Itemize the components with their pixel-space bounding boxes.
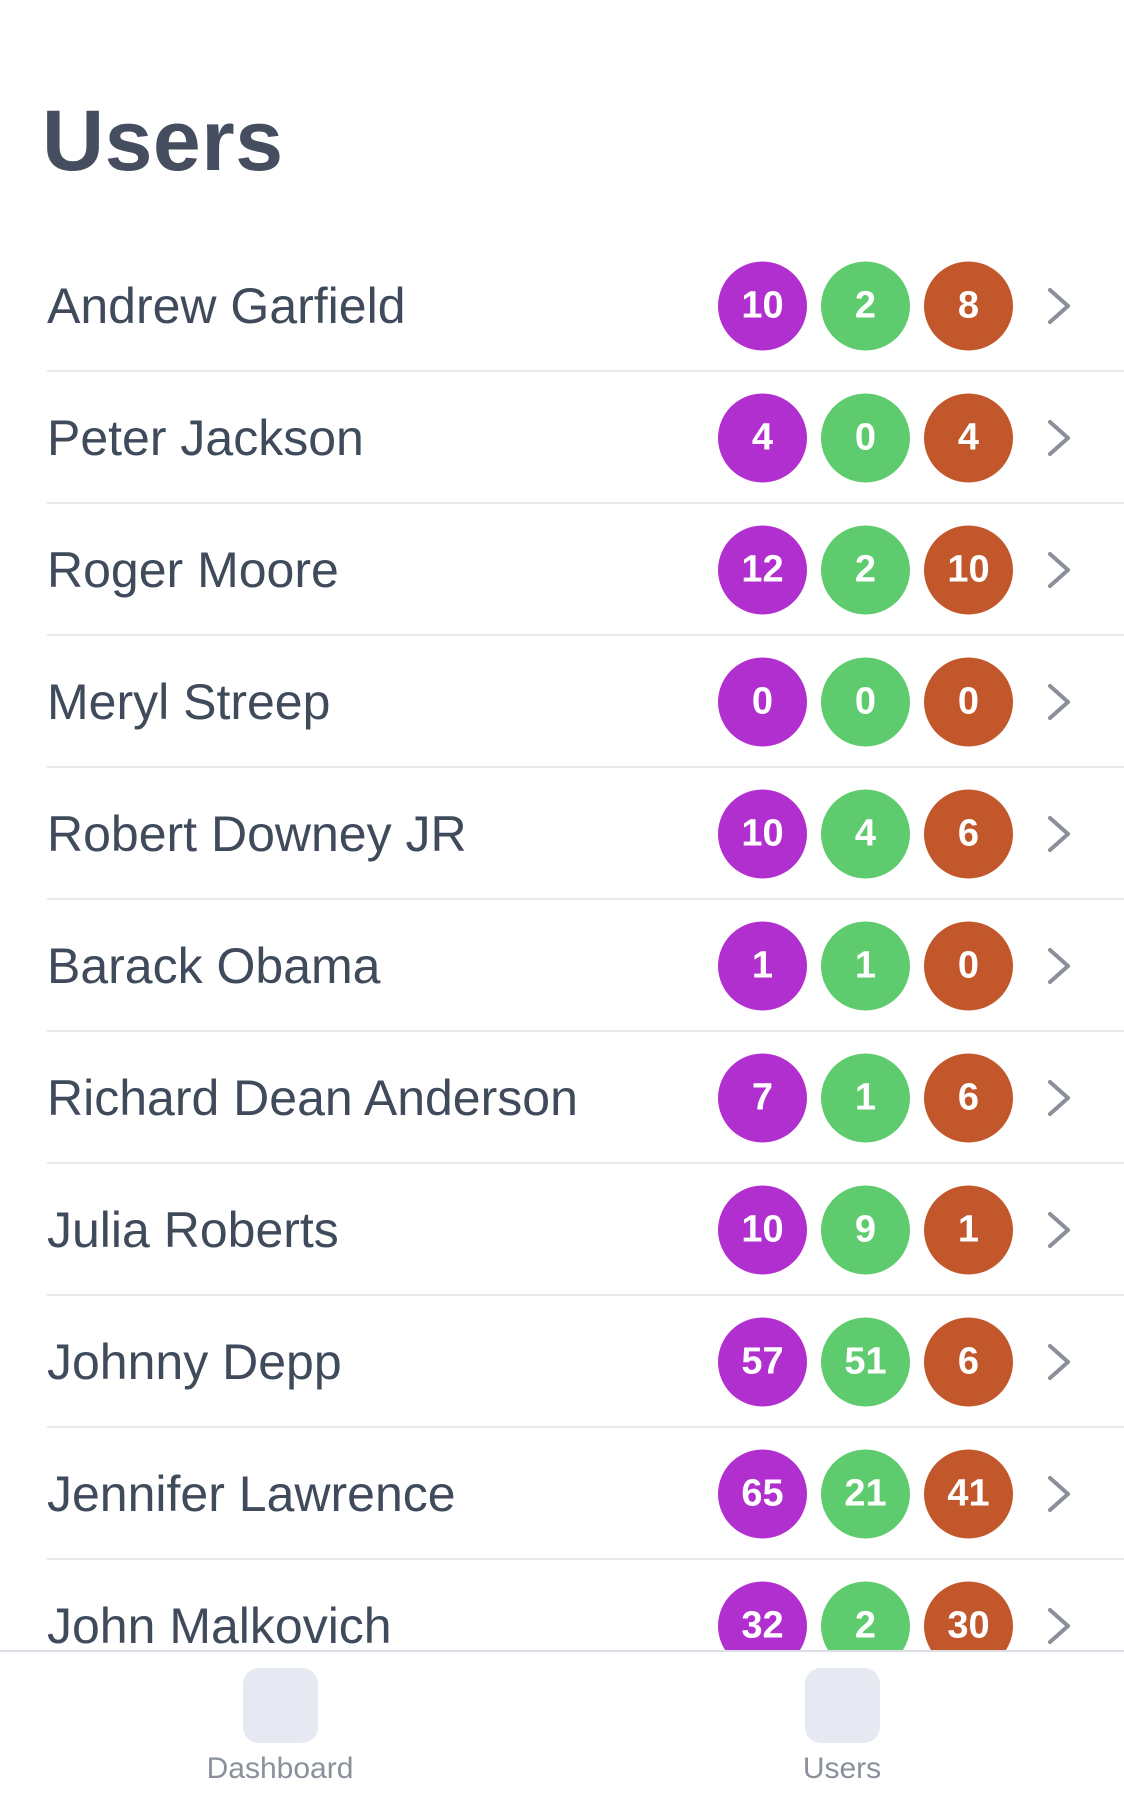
orange-stat-badge: 1: [924, 1185, 1013, 1275]
tab-label: Users: [802, 1752, 882, 1785]
green-stat-badge: 9: [821, 1185, 910, 1275]
purple-stat-badge: 57: [718, 1317, 807, 1407]
orange-stat-badge: 30: [924, 1581, 1013, 1650]
chevron-right-icon: [1048, 1212, 1070, 1248]
user-name: Julia Roberts: [47, 1202, 339, 1258]
stat-badges: 65 21 41: [718, 1449, 1013, 1539]
purple-stat-badge: 4: [718, 393, 807, 483]
stat-badges: 10 4 6: [718, 789, 1013, 879]
user-row[interactable]: Barack Obama 1 1 0: [0, 900, 1124, 1032]
user-row[interactable]: Peter Jackson 4 0 4: [0, 372, 1124, 504]
purple-stat-badge: 10: [718, 1185, 807, 1275]
green-stat-badge: 4: [821, 789, 910, 879]
user-row[interactable]: Julia Roberts 10 9 1: [0, 1164, 1124, 1296]
user-name: Johnny Depp: [47, 1334, 342, 1390]
chevron-right-icon: [1048, 552, 1070, 588]
green-stat-badge: 1: [821, 1053, 910, 1143]
user-row[interactable]: Meryl Streep 0 0 0: [0, 636, 1124, 768]
purple-stat-badge: 1: [718, 921, 807, 1011]
user-row[interactable]: Richard Dean Anderson 7 1 6: [0, 1032, 1124, 1164]
user-name: Jennifer Lawrence: [47, 1466, 456, 1522]
user-row[interactable]: Andrew Garfield 10 2 8: [0, 240, 1124, 372]
green-stat-badge: 2: [821, 525, 910, 615]
orange-stat-badge: 0: [924, 657, 1013, 747]
green-stat-badge: 21: [821, 1449, 910, 1539]
user-name: Andrew Garfield: [47, 278, 406, 334]
user-row[interactable]: Johnny Depp 57 51 6: [0, 1296, 1124, 1428]
stat-badges: 0 0 0: [718, 657, 1013, 747]
stat-badges: 1 1 0: [718, 921, 1013, 1011]
chevron-right-icon: [1048, 948, 1070, 984]
stat-badges: 7 1 6: [718, 1053, 1013, 1143]
stat-badges: 10 9 1: [718, 1185, 1013, 1275]
purple-stat-badge: 10: [718, 789, 807, 879]
purple-stat-badge: 10: [718, 261, 807, 351]
tab-users[interactable]: Users: [742, 1652, 942, 1800]
purple-stat-badge: 7: [718, 1053, 807, 1143]
green-stat-badge: 51: [821, 1317, 910, 1407]
dashboard-icon: [243, 1668, 318, 1743]
user-name: Robert Downey JR: [47, 806, 467, 862]
chevron-right-icon: [1048, 420, 1070, 456]
green-stat-badge: 0: [821, 393, 910, 483]
green-stat-badge: 2: [821, 1581, 910, 1650]
stat-badges: 32 2 30: [718, 1581, 1013, 1650]
orange-stat-badge: 6: [924, 1317, 1013, 1407]
users-icon: [805, 1668, 880, 1743]
chevron-right-icon: [1048, 816, 1070, 852]
orange-stat-badge: 0: [924, 921, 1013, 1011]
tab-label: Dashboard: [206, 1752, 354, 1785]
user-name: Meryl Streep: [47, 674, 331, 730]
orange-stat-badge: 41: [924, 1449, 1013, 1539]
chevron-right-icon: [1048, 1344, 1070, 1380]
user-list: Andrew Garfield 10 2 8 Peter Jackson 4 0…: [0, 240, 1124, 1650]
page-title: Users: [42, 93, 284, 189]
orange-stat-badge: 8: [924, 261, 1013, 351]
tab-bar: Dashboard Users: [0, 1650, 1124, 1800]
user-row[interactable]: John Malkovich 32 2 30: [0, 1560, 1124, 1650]
green-stat-badge: 0: [821, 657, 910, 747]
chevron-right-icon: [1048, 1080, 1070, 1116]
green-stat-badge: 1: [821, 921, 910, 1011]
chevron-right-icon: [1048, 288, 1070, 324]
user-name: John Malkovich: [47, 1598, 392, 1650]
orange-stat-badge: 10: [924, 525, 1013, 615]
orange-stat-badge: 4: [924, 393, 1013, 483]
orange-stat-badge: 6: [924, 789, 1013, 879]
purple-stat-badge: 12: [718, 525, 807, 615]
user-name: Barack Obama: [47, 938, 381, 994]
user-name: Roger Moore: [47, 542, 339, 598]
chevron-right-icon: [1048, 1476, 1070, 1512]
stat-badges: 4 0 4: [718, 393, 1013, 483]
purple-stat-badge: 65: [718, 1449, 807, 1539]
user-name: Richard Dean Anderson: [47, 1070, 578, 1126]
orange-stat-badge: 6: [924, 1053, 1013, 1143]
green-stat-badge: 2: [821, 261, 910, 351]
stat-badges: 12 2 10: [718, 525, 1013, 615]
user-row[interactable]: Robert Downey JR 10 4 6: [0, 768, 1124, 900]
purple-stat-badge: 32: [718, 1581, 807, 1650]
stat-badges: 10 2 8: [718, 261, 1013, 351]
chevron-right-icon: [1048, 1608, 1070, 1644]
user-row[interactable]: Jennifer Lawrence 65 21 41: [0, 1428, 1124, 1560]
stat-badges: 57 51 6: [718, 1317, 1013, 1407]
user-name: Peter Jackson: [47, 410, 364, 466]
tab-dashboard[interactable]: Dashboard: [180, 1652, 380, 1800]
user-row[interactable]: Roger Moore 12 2 10: [0, 504, 1124, 636]
purple-stat-badge: 0: [718, 657, 807, 747]
chevron-right-icon: [1048, 684, 1070, 720]
